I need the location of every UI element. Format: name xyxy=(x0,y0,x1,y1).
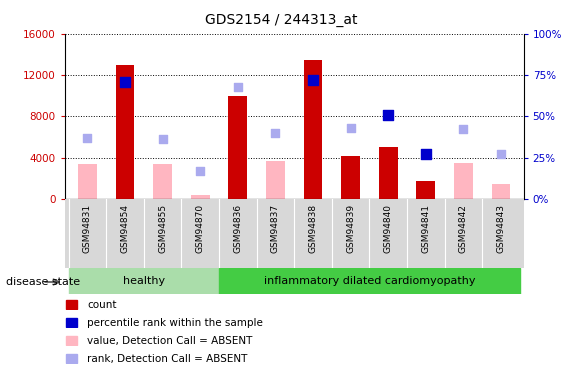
Text: GSM94839: GSM94839 xyxy=(346,204,355,254)
Bar xyxy=(69,268,219,294)
Bar xyxy=(66,336,78,345)
Text: inflammatory dilated cardiomyopathy: inflammatory dilated cardiomyopathy xyxy=(263,276,475,286)
Text: GSM94831: GSM94831 xyxy=(83,204,92,254)
Bar xyxy=(66,354,78,363)
Text: GSM94843: GSM94843 xyxy=(497,204,506,253)
Point xyxy=(346,125,355,131)
Text: GSM94837: GSM94837 xyxy=(271,204,280,254)
Point xyxy=(233,84,242,90)
Bar xyxy=(153,164,172,199)
Text: disease state: disease state xyxy=(6,277,80,287)
Bar xyxy=(66,318,78,327)
Text: GSM94838: GSM94838 xyxy=(309,204,318,254)
Bar xyxy=(491,184,511,199)
Text: GDS2154 / 244313_at: GDS2154 / 244313_at xyxy=(205,13,358,27)
Point xyxy=(497,151,506,157)
Point xyxy=(309,77,318,83)
Bar xyxy=(78,164,97,199)
Bar xyxy=(341,156,360,199)
Text: GSM94855: GSM94855 xyxy=(158,204,167,254)
Text: percentile rank within the sample: percentile rank within the sample xyxy=(87,318,263,328)
Text: GSM94842: GSM94842 xyxy=(459,204,468,253)
Text: GSM94841: GSM94841 xyxy=(421,204,430,253)
Text: GSM94840: GSM94840 xyxy=(384,204,393,253)
Bar xyxy=(454,163,473,199)
Bar xyxy=(303,60,323,199)
Text: GSM94854: GSM94854 xyxy=(120,204,129,253)
Point xyxy=(459,126,468,132)
Bar xyxy=(266,160,285,199)
Bar xyxy=(66,300,78,309)
Bar xyxy=(229,96,247,199)
Text: count: count xyxy=(87,300,117,310)
Bar xyxy=(219,268,520,294)
Text: rank, Detection Call = ABSENT: rank, Detection Call = ABSENT xyxy=(87,354,248,364)
Bar xyxy=(115,64,135,199)
Point xyxy=(83,135,92,141)
Point xyxy=(384,112,393,118)
Point xyxy=(120,79,129,85)
Text: healthy: healthy xyxy=(123,276,165,286)
Point xyxy=(421,151,430,157)
Text: GSM94836: GSM94836 xyxy=(233,204,242,254)
Bar xyxy=(417,181,435,199)
Point xyxy=(195,168,204,174)
Text: GSM94870: GSM94870 xyxy=(195,204,204,254)
Point xyxy=(158,136,167,142)
Point xyxy=(271,130,280,136)
Text: value, Detection Call = ABSENT: value, Detection Call = ABSENT xyxy=(87,336,253,346)
Bar xyxy=(379,147,397,199)
Bar xyxy=(191,195,209,199)
